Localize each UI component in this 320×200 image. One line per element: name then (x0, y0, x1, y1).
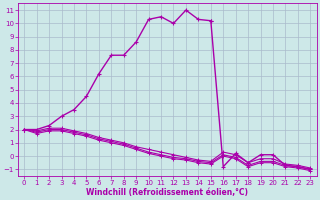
X-axis label: Windchill (Refroidissement éolien,°C): Windchill (Refroidissement éolien,°C) (86, 188, 248, 197)
